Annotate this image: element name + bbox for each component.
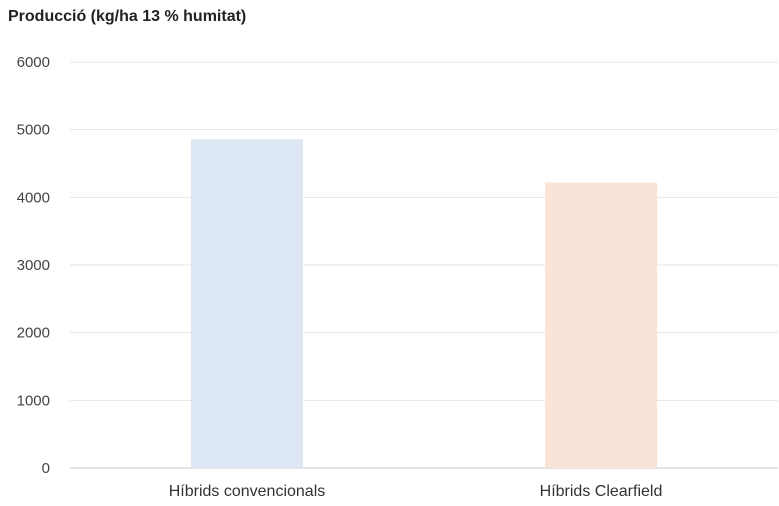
- y-tick-label: 2000: [17, 325, 50, 342]
- y-tick-label: 1000: [17, 392, 50, 409]
- y-tick-label: 5000: [17, 122, 50, 139]
- chart-title: Producció (kg/ha 13 % humitat): [8, 8, 247, 25]
- bar: [545, 182, 657, 469]
- x-tick-label: Híbrids Clearfield: [540, 483, 663, 500]
- bar: [191, 139, 303, 468]
- y-tick-label: 3000: [17, 257, 50, 274]
- y-tick-label: 4000: [17, 189, 50, 206]
- y-tick-label: 6000: [17, 54, 50, 71]
- y-tick-label: 0: [42, 460, 50, 477]
- x-tick-label: Híbrids convencionals: [169, 483, 326, 500]
